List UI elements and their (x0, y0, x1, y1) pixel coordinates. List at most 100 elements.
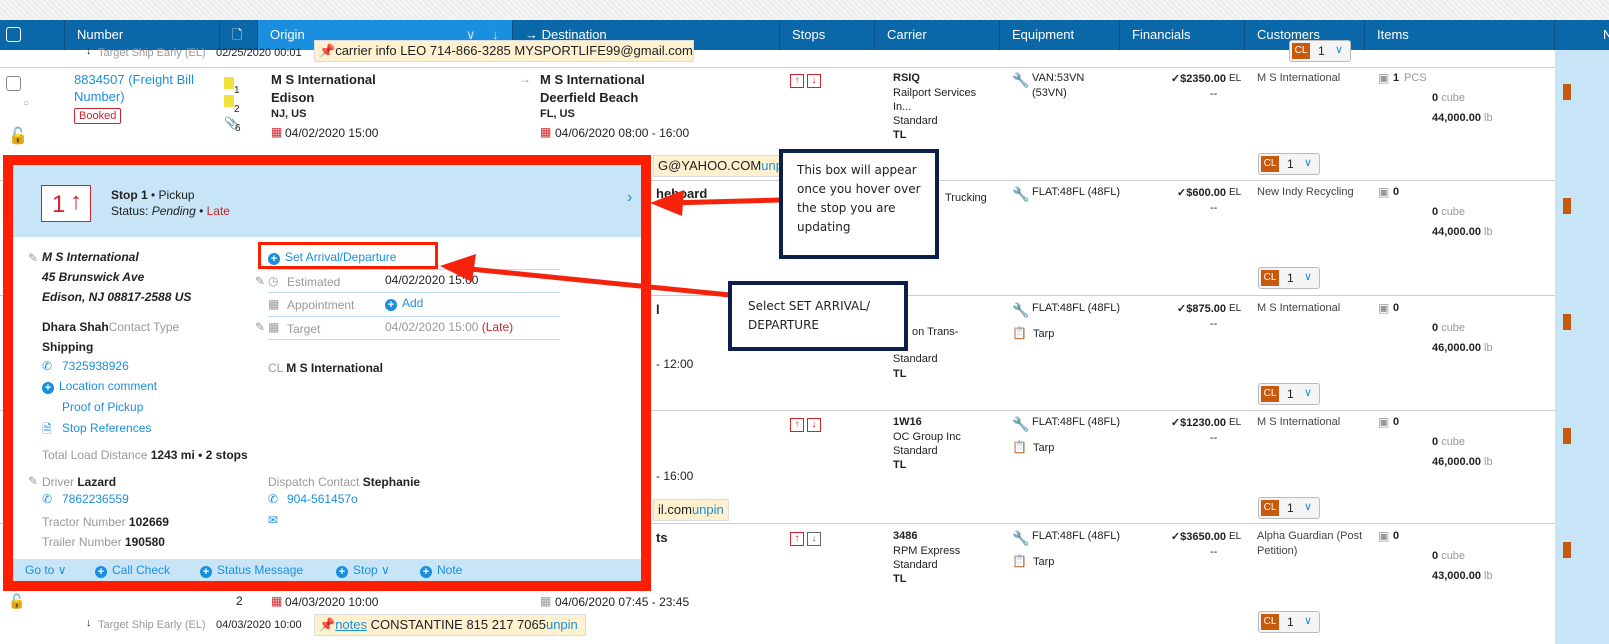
col-stops[interactable]: Stops (780, 20, 875, 50)
origin-name: M S International (271, 72, 376, 87)
cube-unit: cube (1441, 322, 1466, 334)
target-value: 04/02/2020 15:00 (385, 320, 479, 334)
arrow-select (459, 265, 731, 298)
unpin-link[interactable]: unpin (691, 502, 724, 517)
row-checkbox[interactable] (6, 76, 21, 91)
proof-of-pickup-link[interactable]: Proof of Pickup (62, 400, 144, 414)
col-customers[interactable]: Customers (1245, 20, 1365, 50)
box-icon: ▣ (1378, 529, 1390, 543)
unpin-link[interactable]: unpin (545, 617, 578, 632)
col-documents[interactable]: 🗋 (220, 20, 258, 50)
edit-pencil-icon[interactable]: ✎ (28, 251, 39, 265)
note-label: Note (437, 563, 463, 577)
unlock-icon[interactable]: 🔓 (8, 593, 26, 609)
accessory: Tarp (1033, 442, 1055, 454)
col-carrier[interactable]: Carrier (875, 20, 1000, 50)
col-number[interactable]: Number (65, 20, 220, 50)
load-number-link[interactable]: 8834507 (Freight Bill (74, 72, 194, 87)
note-button[interactable]: + Note (420, 563, 462, 578)
items-count: 0 (1393, 186, 1400, 198)
load-number-link-2[interactable]: Number) (74, 89, 125, 104)
stop-title: Stop 1 (111, 188, 148, 202)
amount-value: $3650.00 (1180, 531, 1226, 543)
doc-count: 1 (234, 85, 240, 96)
cube-unit: cube (1441, 550, 1466, 562)
cl-value: 1 (1287, 271, 1294, 285)
financial-dash: -- (1210, 202, 1218, 214)
chevron-down-icon[interactable]: ∨ (466, 27, 476, 42)
wrench-icon: 🔧 (1012, 186, 1030, 202)
pickup-arrow-up-icon: ↑ (790, 532, 804, 546)
col-n[interactable]: N (1597, 20, 1609, 50)
stops-indicator[interactable]: ↑ ↓ (790, 416, 824, 432)
cl-dropdown[interactable]: CL 1 ∨ (1289, 40, 1351, 62)
divider (268, 316, 560, 317)
chevron-down-icon: ∨ (1304, 387, 1313, 399)
note-text: G@YAHOO.COM (658, 158, 762, 173)
stop-menu[interactable]: + Stop ∨ (336, 563, 390, 578)
add-appointment-button[interactable]: + Add (385, 296, 423, 311)
chevron-down-icon: ∨ (1304, 501, 1313, 513)
col-destination[interactable]: → Destination (513, 20, 780, 50)
delivery-arrow-down-icon: ↓ (807, 418, 821, 432)
calendar-icon: ▦ (268, 320, 280, 334)
popup-header: 1 ↑ Stop 1 • Pickup Status: Pending • La… (13, 165, 641, 237)
cl-value: 1 (1318, 44, 1325, 58)
driver-phone-link[interactable]: 7862236559 (62, 492, 129, 506)
status-message-button[interactable]: + Status Message (200, 563, 303, 578)
edit-pencil-icon[interactable]: ✎ (255, 274, 266, 288)
note-text: il.com (658, 502, 692, 517)
note-text: carrier info LEO 714-866-3285 MYSPORTLIF… (335, 43, 693, 58)
contact-phone-link[interactable]: 7325938926 (62, 359, 129, 373)
phone-icon: ✆ (42, 359, 53, 373)
sort-down-icon[interactable]: ↓ (492, 27, 499, 42)
notes-link[interactable]: notes (335, 617, 367, 632)
location-comment-button[interactable]: + Location comment (42, 379, 157, 394)
chevron-right-icon[interactable]: › (627, 189, 633, 206)
financial-dash: -- (1210, 546, 1218, 558)
radio-icon[interactable]: ○ (23, 98, 30, 109)
document-icon (224, 77, 234, 89)
target-value: 02/25/2020 00:01 (216, 47, 302, 59)
customer-name: New Indy Recycling (1257, 186, 1354, 198)
set-arrival-departure-button[interactable]: + Set Arrival/Departure (268, 250, 396, 265)
edit-pencil-icon[interactable]: ✎ (255, 320, 266, 334)
cl-dropdown[interactable]: CL 1 ∨ (1258, 267, 1320, 289)
col-equipment[interactable]: Equipment (1000, 20, 1120, 50)
unlock-icon[interactable]: 🔓 (8, 128, 28, 145)
stop-status: Pending (151, 204, 196, 218)
equipment-type: VAN:53VN (1032, 72, 1085, 84)
cl-dropdown[interactable]: CL 1 ∨ (1258, 611, 1320, 633)
delivery-arrow-down-icon: ↓ (807, 532, 821, 546)
chevron-down-icon: ∨ (1304, 157, 1313, 169)
edit-pencil-icon[interactable]: ✎ (28, 474, 39, 488)
cl-dropdown[interactable]: CL 1 ∨ (1258, 383, 1320, 405)
box-icon: ▣ (1378, 71, 1390, 85)
dispatch-phone-link[interactable]: 904-561457o (287, 492, 358, 506)
select-all-cell[interactable] (0, 20, 65, 50)
plus-icon: + (95, 566, 107, 578)
destination-state: FL, US (540, 108, 575, 120)
carrier-line: TL (893, 459, 907, 471)
call-check-button[interactable]: + Call Check (95, 563, 170, 578)
divider (268, 339, 560, 340)
col-items[interactable]: Items (1365, 20, 1555, 50)
cl-dropdown[interactable]: CL 1 ∨ (1258, 153, 1320, 175)
items-count: 0 (1393, 302, 1400, 314)
estimated-label: Estimated (287, 275, 341, 289)
stop-references-link[interactable]: Stop References (62, 421, 152, 435)
select-all-checkbox[interactable] (6, 27, 21, 42)
doc-count: 2 (234, 104, 240, 115)
weight-value: 44,000.00 (1432, 112, 1481, 124)
tractor-label: Tractor Number (42, 515, 126, 529)
weight-value: 46,000.00 (1432, 456, 1481, 468)
carrier-line: Standard (893, 559, 938, 571)
stops-indicator[interactable]: ↑ ↓ (790, 530, 824, 546)
chevron-down-icon: ∨ (1304, 615, 1313, 627)
email-icon[interactable]: ✉ (268, 513, 279, 527)
stops-indicator[interactable]: ↑ ↓ (790, 72, 824, 88)
distance-value: 1243 mi • 2 stops (150, 448, 248, 462)
col-financials[interactable]: Financials (1120, 20, 1245, 50)
cl-dropdown[interactable]: CL 1 ∨ (1258, 497, 1320, 519)
goto-menu[interactable]: Go to ∨ (25, 563, 67, 577)
